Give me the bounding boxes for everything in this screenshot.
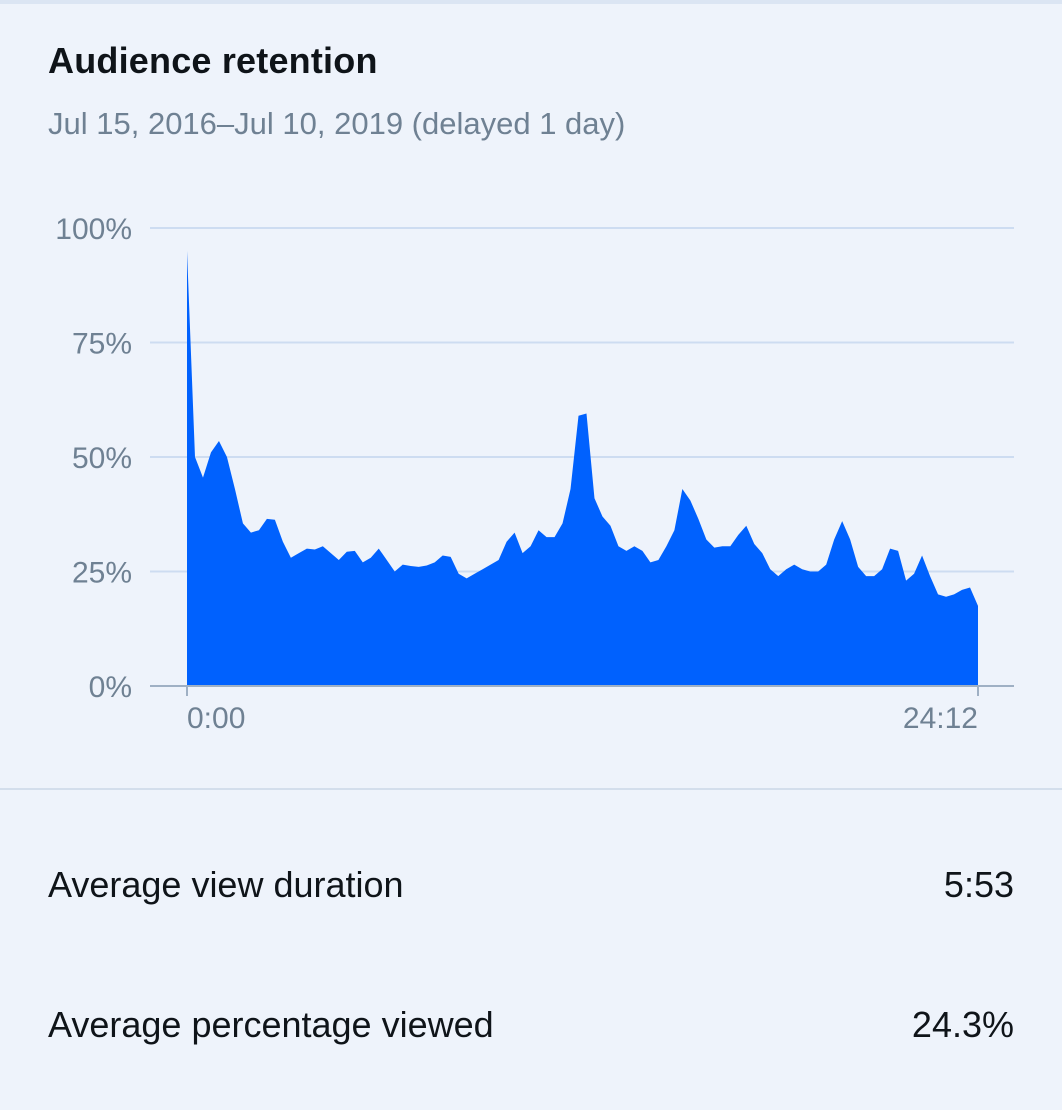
retention-area <box>187 250 978 686</box>
metric-value-average-percentage-viewed: 24.3% <box>911 1004 1014 1045</box>
y-tick-label-0: 0% <box>89 671 132 704</box>
section-divider <box>0 788 1062 790</box>
x-tick-label-start: 0:00 <box>187 702 245 735</box>
metric-row-average-percentage-viewed: Average percentage viewed 24.3% <box>48 1000 1014 1050</box>
y-tick-label-50: 50% <box>72 442 132 475</box>
y-tick-label-75: 75% <box>72 328 132 361</box>
metric-label-average-percentage-viewed: Average percentage viewed <box>48 1004 494 1045</box>
metric-value-average-view-duration: 5:53 <box>943 864 1014 905</box>
y-tick-label-25: 25% <box>72 557 132 590</box>
y-tick-label-100: 100% <box>55 213 132 246</box>
top-edge <box>0 0 1062 4</box>
x-tick-label-end: 24:12 <box>903 702 978 735</box>
retention-chart[interactable]: 0% 25% 50% 75% 100% 0:00 24:12 <box>0 190 1062 750</box>
date-range-subtitle: Jul 15, 2016–Jul 10, 2019 (delayed 1 day… <box>48 106 626 141</box>
retention-chart-svg: 0% 25% 50% 75% 100% 0:00 24:12 <box>55 213 1014 735</box>
metric-label-average-view-duration: Average view duration <box>48 864 404 905</box>
metric-row-average-view-duration: Average view duration 5:53 <box>48 860 1014 910</box>
card-title: Audience retention <box>48 40 378 81</box>
